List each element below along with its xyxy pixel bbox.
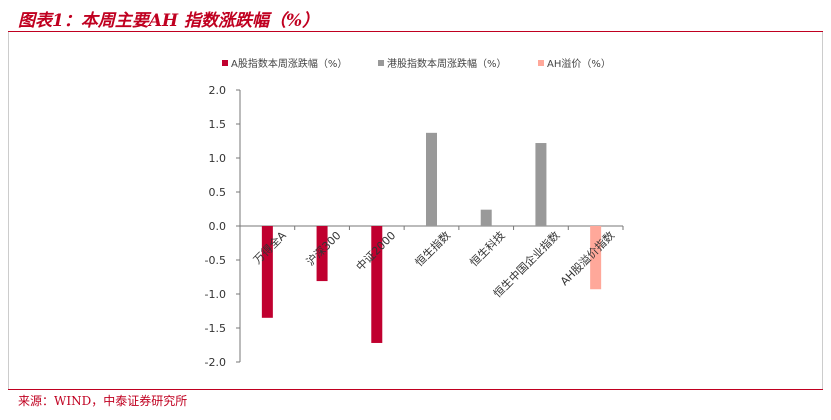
legend-swatch [222, 60, 228, 66]
y-tick-label: 1.0 [209, 152, 227, 165]
left-border [8, 32, 9, 389]
bar-AH股溢价指数 [590, 226, 602, 290]
y-tick-label: 0.5 [209, 186, 227, 199]
legend-label: A股指数本周涨跌幅（%） [231, 57, 347, 70]
x-tick-label: AH股溢价指数 [557, 228, 617, 288]
y-tick-label: -1.5 [205, 322, 226, 335]
x-tick-label: 恒生科技 [467, 228, 508, 269]
y-tick-label: -0.5 [205, 254, 226, 267]
source-rule [8, 389, 823, 390]
bar-恒生科技 [480, 209, 492, 226]
legend-swatch [378, 60, 384, 66]
x-tick-label: 恒生指数 [412, 228, 453, 269]
legend-label: 港股指数本周涨跌幅（%） [387, 57, 507, 70]
y-tick-label: -1.0 [205, 288, 226, 301]
source-note: 来源：WIND，中泰证券研究所 [18, 394, 188, 408]
right-border [822, 32, 823, 389]
y-tick-label: 1.5 [209, 118, 227, 131]
legend-swatch [538, 60, 544, 66]
y-tick-label: 2.0 [209, 84, 227, 97]
bar-沪深300 [316, 226, 328, 282]
legend-label: AH溢价（%） [547, 57, 611, 70]
bar-恒生指数 [426, 132, 437, 226]
y-tick-label: 0.0 [209, 220, 227, 233]
bar-恒生中国企业指数 [535, 143, 547, 226]
figure-title: 图表1：本周主要AH 指数涨跌幅（%） [18, 11, 320, 31]
bar-万得全A [261, 226, 273, 318]
bar-中证2000 [371, 226, 383, 343]
y-tick-label: -2.0 [205, 356, 226, 369]
title-rule [8, 31, 823, 32]
